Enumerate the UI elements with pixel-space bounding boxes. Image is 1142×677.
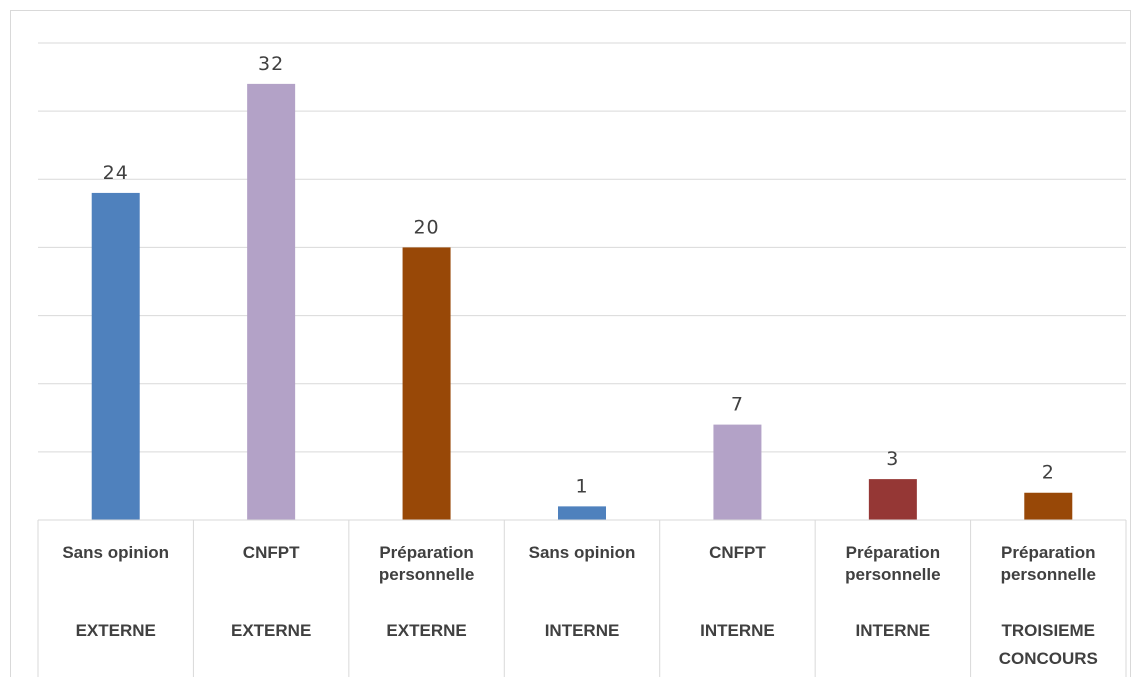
bar	[247, 83, 296, 520]
category-label: CNFPT	[709, 543, 766, 562]
group-label: INTERNE	[545, 621, 620, 640]
group-label: INTERNE	[856, 621, 931, 640]
data-label: 24	[103, 162, 129, 184]
category-label: Sans opinion	[529, 543, 636, 562]
group-label: CONCOURS	[999, 649, 1098, 668]
data-label: 32	[258, 53, 284, 75]
chart-frame	[10, 10, 1131, 677]
data-label: 1	[575, 475, 588, 497]
bar	[1024, 492, 1073, 520]
data-label: 2	[1042, 462, 1055, 484]
bar	[868, 479, 917, 520]
category-label: personnelle	[379, 565, 474, 584]
category-label: Préparation	[846, 543, 940, 562]
group-label: TROISIEME	[1002, 621, 1096, 640]
category-label: personnelle	[1001, 565, 1096, 584]
category-label: Préparation	[379, 543, 473, 562]
category-label: Préparation	[1001, 543, 1095, 562]
category-label: personnelle	[845, 565, 940, 584]
data-label: 7	[731, 394, 744, 416]
group-label: EXTERNE	[231, 621, 311, 640]
group-label: EXTERNE	[76, 621, 156, 640]
category-label: Sans opinion	[62, 543, 169, 562]
group-label: EXTERNE	[386, 621, 466, 640]
category-label: CNFPT	[243, 543, 300, 562]
bar	[91, 192, 140, 520]
bar	[558, 506, 606, 520]
bar	[402, 247, 451, 520]
group-label: INTERNE	[700, 621, 775, 640]
data-label: 20	[413, 216, 439, 238]
bar	[713, 424, 762, 520]
data-label: 3	[886, 448, 899, 470]
